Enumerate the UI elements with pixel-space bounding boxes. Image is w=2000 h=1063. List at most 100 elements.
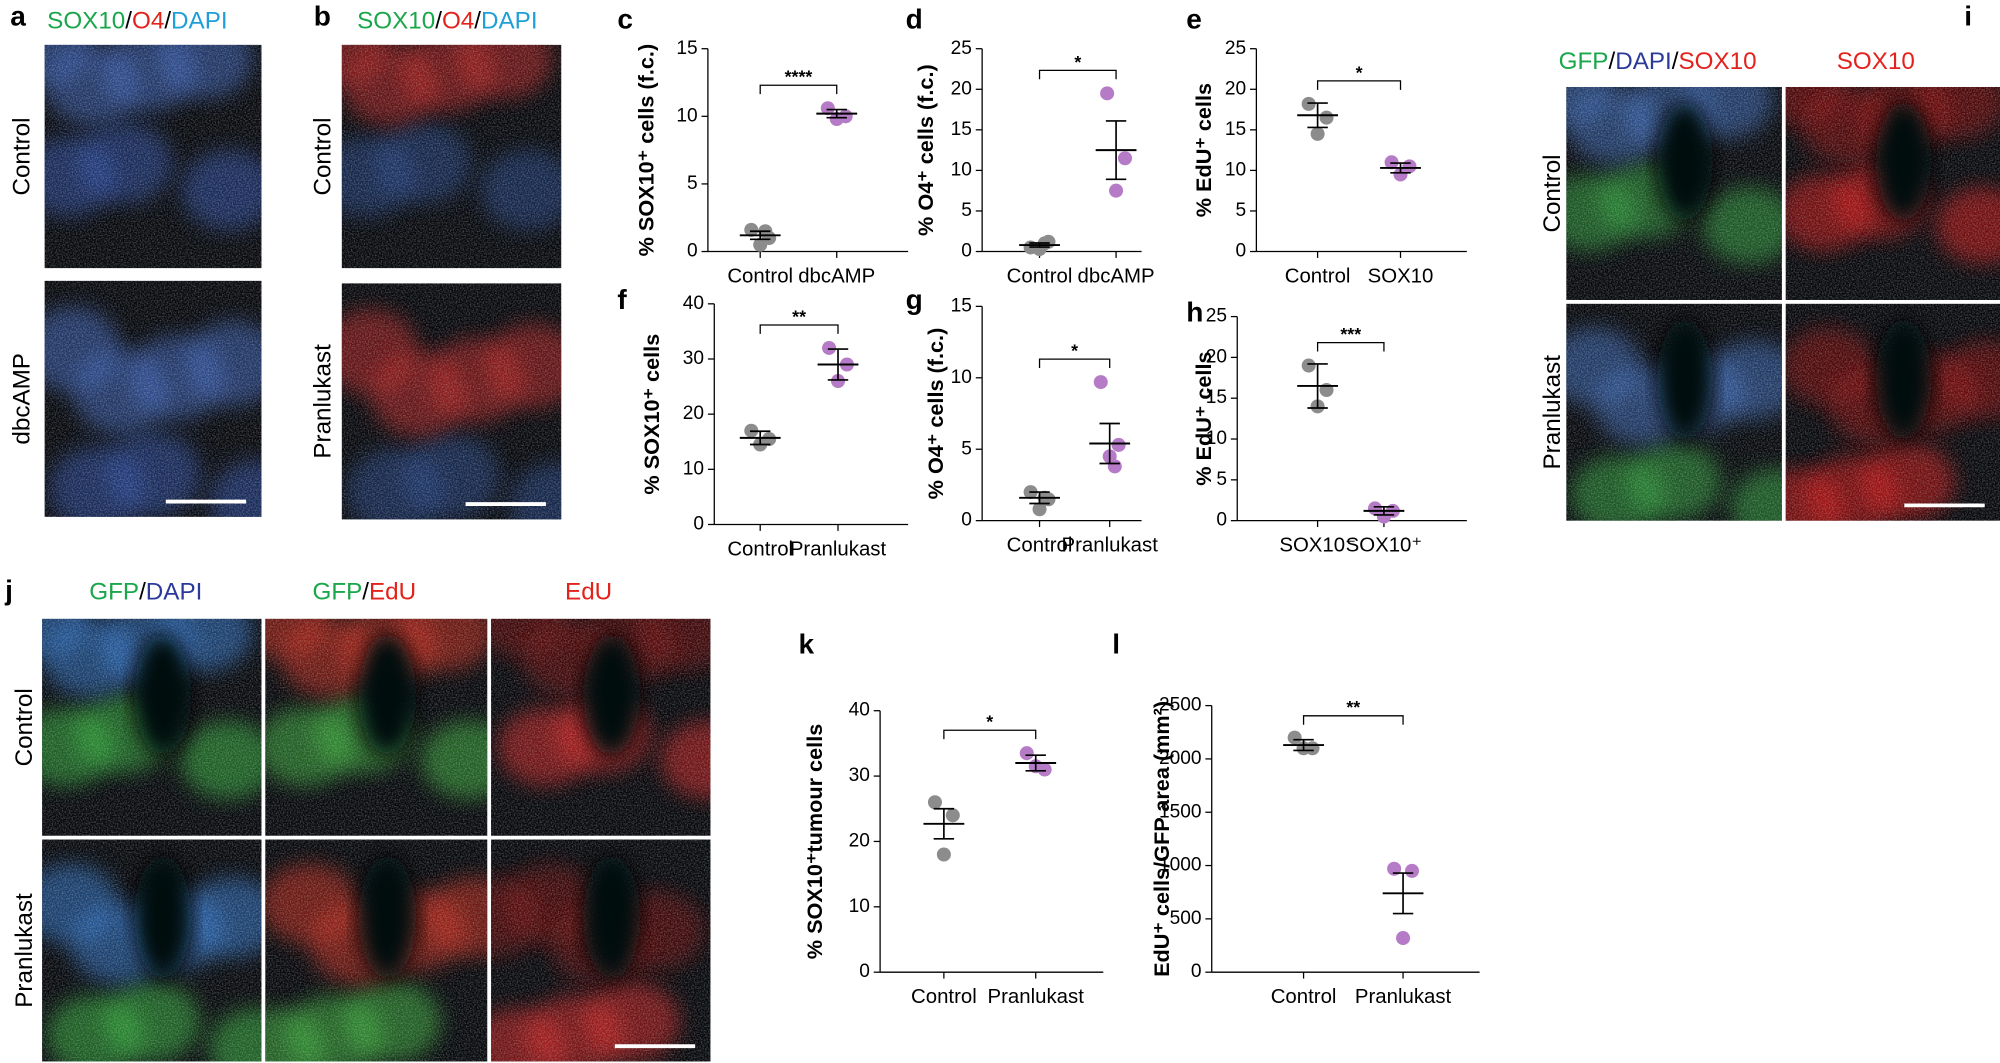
error-bar [750, 430, 771, 446]
y-tick-label: 5 [961, 438, 972, 459]
y-tick-label: 20 [951, 78, 972, 99]
y-tick-label: 500 [1170, 908, 1202, 929]
y-tick-label: 30 [683, 348, 704, 369]
y-tick-label: 0 [961, 510, 972, 531]
y-tick-label: 25 [1225, 38, 1246, 59]
data-point [1396, 931, 1411, 946]
lesion [583, 855, 641, 980]
data-point [936, 847, 951, 862]
error-bar [750, 230, 771, 241]
y-tick-label: 40 [849, 700, 870, 721]
x-tick-label: Pranlukast [790, 538, 887, 560]
x-tick-label: Pranlukast [988, 986, 1085, 1008]
panel-header: GFP/DAPI [89, 579, 202, 606]
error-bar [933, 807, 955, 840]
significance-label: * [986, 712, 993, 732]
micrograph [1785, 303, 2000, 521]
y-tick-label: 15 [1206, 387, 1227, 408]
data-point [1093, 375, 1108, 390]
significance-label: **** [785, 67, 813, 87]
x-tick-label: dbcAMP [798, 265, 875, 287]
data-point [1367, 501, 1383, 516]
error-bar [1392, 872, 1414, 915]
y-tick-label: 0 [1236, 241, 1247, 262]
micrograph [42, 839, 262, 1062]
y-tick-label: 5 [961, 200, 972, 221]
y-axis-label: % O4⁺ cells (f.c.) [913, 64, 938, 236]
x-tick-label: dbcAMP [1078, 265, 1155, 287]
header-part: / [139, 579, 146, 606]
micrograph-content [42, 618, 262, 836]
data-point [1032, 502, 1047, 517]
y-tick-label: 1000 [1159, 855, 1202, 876]
header-part: / [125, 7, 132, 34]
y-tick-label: 0 [1216, 510, 1227, 531]
error-bar [1099, 422, 1120, 465]
lesion [1656, 319, 1713, 441]
y-tick-label: 40 [683, 293, 704, 314]
panel-letter: i [1964, 1, 1972, 32]
row-label: Control [11, 688, 38, 766]
header-part: O4 [442, 7, 474, 34]
significance-bracket [943, 729, 1037, 740]
y-axis-label: % EdU⁺ cells [1191, 351, 1216, 485]
data-point [830, 374, 846, 389]
texture [44, 280, 262, 517]
micrograph-content [341, 283, 562, 520]
error-bar [827, 348, 849, 381]
panel-header: EdU [565, 579, 612, 606]
significance-bracket [759, 84, 838, 95]
panel-letter: h [1186, 297, 1203, 328]
header-part: GFP [1559, 48, 1609, 75]
y-axis-label: % SOX10⁺tumour cells [802, 724, 827, 959]
micrograph-content [44, 280, 262, 517]
micrograph [44, 280, 262, 517]
header-part: / [362, 579, 369, 606]
x-tick-label: Control [1285, 265, 1351, 287]
panel-letter: g [906, 284, 923, 315]
header-part: EdU [369, 579, 416, 606]
lesion [583, 634, 641, 756]
y-tick-label: 10 [676, 105, 697, 126]
row-label: Control [1539, 154, 1566, 232]
micrograph-content [265, 839, 488, 1062]
panel-header: SOX10/O4/DAPI [357, 7, 537, 34]
y-tick-label: 2000 [1159, 748, 1202, 769]
header-part: DAPI [171, 7, 228, 34]
data-point [1019, 746, 1034, 761]
row-label: dbcAMP [8, 353, 35, 445]
row-label: Pranlukast [1539, 355, 1566, 470]
row-label: Control [309, 117, 336, 195]
panel-letter: k [798, 628, 814, 659]
data-point [1287, 730, 1302, 745]
micrograph [1785, 86, 2000, 300]
y-tick-label: 30 [849, 765, 870, 786]
y-tick-label: 1500 [1159, 801, 1202, 822]
lesion [134, 855, 192, 980]
error-bar [1307, 102, 1328, 129]
y-tick-label: 2500 [1159, 695, 1202, 716]
error-bar [1307, 363, 1328, 409]
data-point [744, 222, 759, 237]
significance-label: ** [1346, 697, 1360, 717]
y-tick-label: 15 [676, 38, 697, 59]
micrograph [265, 618, 488, 836]
header-part: / [435, 7, 442, 34]
data-point [1100, 86, 1115, 101]
error-bar [1293, 738, 1314, 752]
y-tick-label: 0 [693, 514, 704, 535]
error-bar [1029, 242, 1050, 248]
lesion [358, 855, 417, 980]
texture [341, 283, 562, 520]
header-part: SOX10 [47, 7, 125, 34]
header-part: DAPI [1615, 48, 1672, 75]
y-tick-label: 20 [849, 830, 870, 851]
significance-bracket [1302, 715, 1404, 725]
header-part: SOX10 [1678, 48, 1756, 75]
data-point [822, 340, 837, 355]
y-tick-label: 10 [1206, 428, 1227, 449]
header-part: O4 [132, 7, 164, 34]
micrograph-content [491, 618, 711, 836]
data-point [1393, 167, 1408, 182]
